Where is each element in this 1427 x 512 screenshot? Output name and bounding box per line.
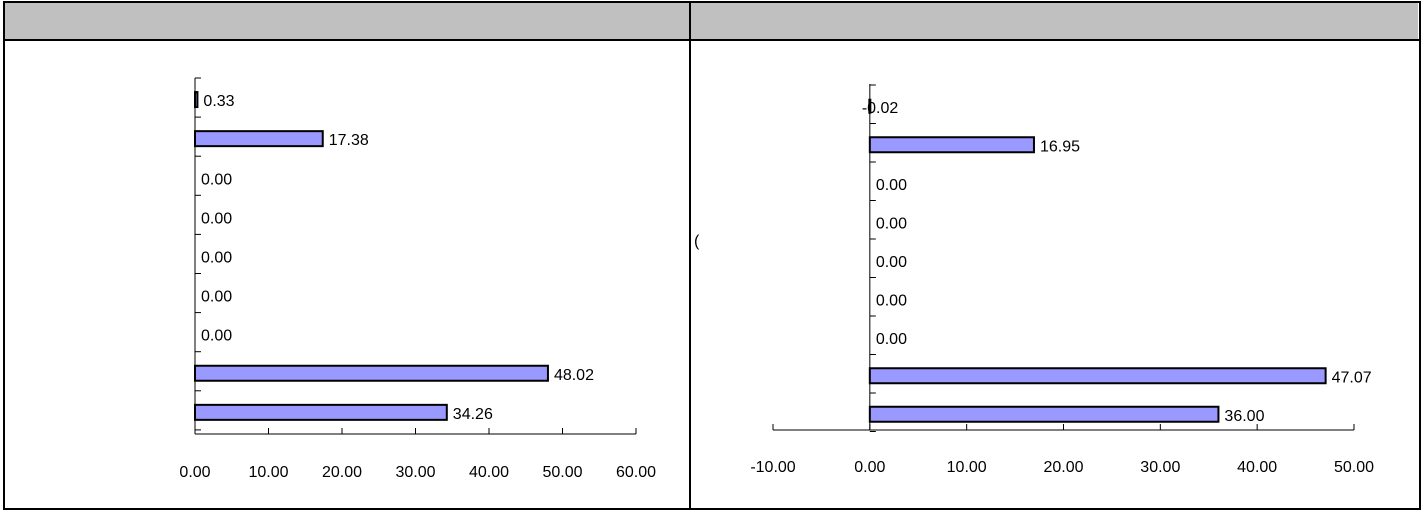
value-tick-label: 0.00: [854, 459, 885, 476]
value-tick-label: 30.00: [395, 464, 435, 481]
value-tick-label: 40.00: [1237, 459, 1277, 476]
value-tick-label: -10.00: [750, 459, 795, 476]
value-tick-label: 50.00: [1334, 459, 1374, 476]
value-tick-label: 20.00: [322, 464, 362, 481]
bar: [194, 364, 549, 382]
bar-value-label: 16.95: [1040, 138, 1080, 155]
bar-value-label: 0.00: [876, 331, 907, 348]
value-tick-label: 50.00: [542, 464, 582, 481]
bar: [868, 136, 1035, 154]
bar-value-label: -0.02: [862, 100, 899, 117]
bar-value-label: 0.00: [201, 171, 232, 188]
bar-value-label: 0.00: [201, 328, 232, 345]
bar: [194, 91, 199, 109]
left-panel-header: [5, 3, 689, 39]
bar-value-label: 47.07: [1332, 369, 1372, 386]
right-chart: -10.00 0.00 10.00 20.00 30.00 40.00 50.00 -0.02…: [750, 84, 1374, 476]
bar-value-label: 48.02: [554, 367, 594, 384]
value-tick-label: 10.00: [947, 459, 987, 476]
bar-value-label: 0.00: [201, 289, 232, 306]
bar: [194, 403, 448, 421]
bar: [868, 405, 1220, 423]
outer-frame: [3, 1, 1421, 510]
value-tick-label: 10.00: [248, 464, 288, 481]
bar: [194, 130, 324, 148]
bar-value-label: 0.00: [876, 215, 907, 232]
bar-value-label: 0.00: [201, 249, 232, 266]
left-chart: 0.00 10.00 20.00 30.00 40.00 50.00 60.00 0.33 17…: [179, 77, 656, 481]
value-tick-label: 30.00: [1140, 459, 1180, 476]
bar-value-label: 17.38: [329, 132, 369, 149]
bar-value-label: 36.00: [1224, 408, 1264, 425]
right-panel-header: [691, 3, 1418, 39]
bar-value-label: 34.26: [453, 406, 493, 423]
bar-value-label: 0.33: [203, 93, 234, 110]
right-panel-note: (: [694, 233, 700, 250]
bar-value-label: 0.00: [876, 254, 907, 271]
value-tick-label: 0.00: [179, 464, 210, 481]
bar-value-label: 0.00: [876, 177, 907, 194]
value-tick-label: 20.00: [1043, 459, 1083, 476]
bar-value-label: 0.00: [876, 292, 907, 309]
value-tick-label: 40.00: [469, 464, 509, 481]
bar: [868, 367, 1327, 385]
bar-value-label: 0.00: [201, 210, 232, 227]
value-tick-label: 60.00: [616, 464, 656, 481]
